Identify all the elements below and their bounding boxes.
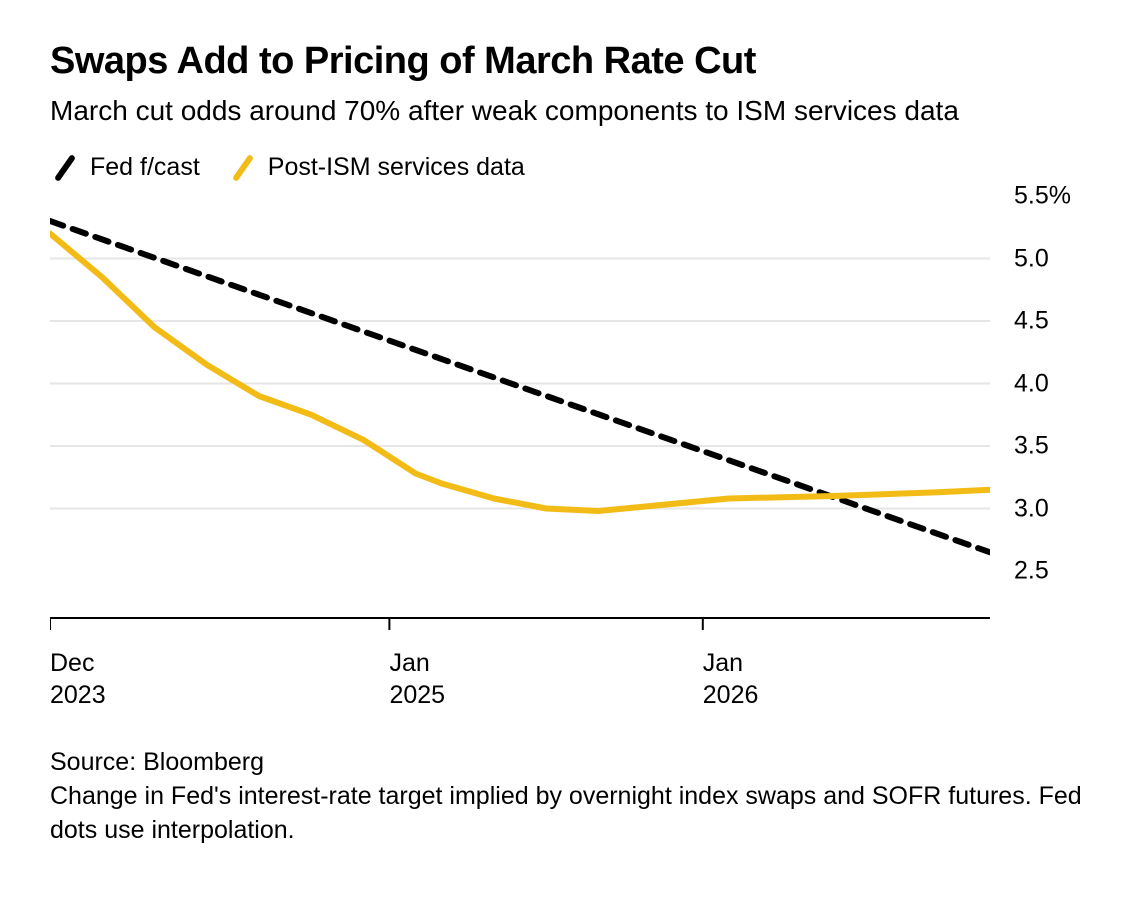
y-tick-label: 3.5 xyxy=(1014,432,1049,461)
legend-item-post-ism: Post-ISM services data xyxy=(228,153,525,182)
chart-subtitle: March cut odds around 70% after weak com… xyxy=(50,93,1088,129)
plot xyxy=(50,196,998,636)
legend-label: Post-ISM services data xyxy=(268,153,525,182)
chart-footer: Source: Bloomberg Change in Fed's intere… xyxy=(50,746,1088,847)
source-text: Source: Bloomberg xyxy=(50,746,1088,780)
legend-swatch-icon xyxy=(232,154,254,182)
legend-label: Fed f/cast xyxy=(90,153,200,182)
y-tick-label: 4.5 xyxy=(1014,307,1049,336)
legend-item-fed-fcast: Fed f/cast xyxy=(50,153,200,182)
footnote-text: Change in Fed's interest-rate target imp… xyxy=(50,780,1088,848)
y-axis: 5.5%5.04.54.03.53.02.5 xyxy=(998,196,1088,636)
y-tick-label: 4.0 xyxy=(1014,369,1049,398)
chart-area: 5.5%5.04.54.03.53.02.5 xyxy=(50,196,1088,636)
x-axis: Dec2023 Jan2025 Jan2026 xyxy=(50,636,990,724)
legend-swatch-icon xyxy=(54,154,76,182)
x-tick-label: Dec2023 xyxy=(50,648,106,711)
y-tick-label: 5.5% xyxy=(1014,182,1071,211)
chart-title: Swaps Add to Pricing of March Rate Cut xyxy=(50,40,1088,83)
x-tick-label: Jan2025 xyxy=(389,648,445,711)
x-tick-label: Jan2026 xyxy=(703,648,759,711)
y-tick-label: 2.5 xyxy=(1014,557,1049,586)
legend: Fed f/cast Post-ISM services data xyxy=(50,153,1088,182)
y-tick-label: 3.0 xyxy=(1014,494,1049,523)
y-tick-label: 5.0 xyxy=(1014,244,1049,273)
